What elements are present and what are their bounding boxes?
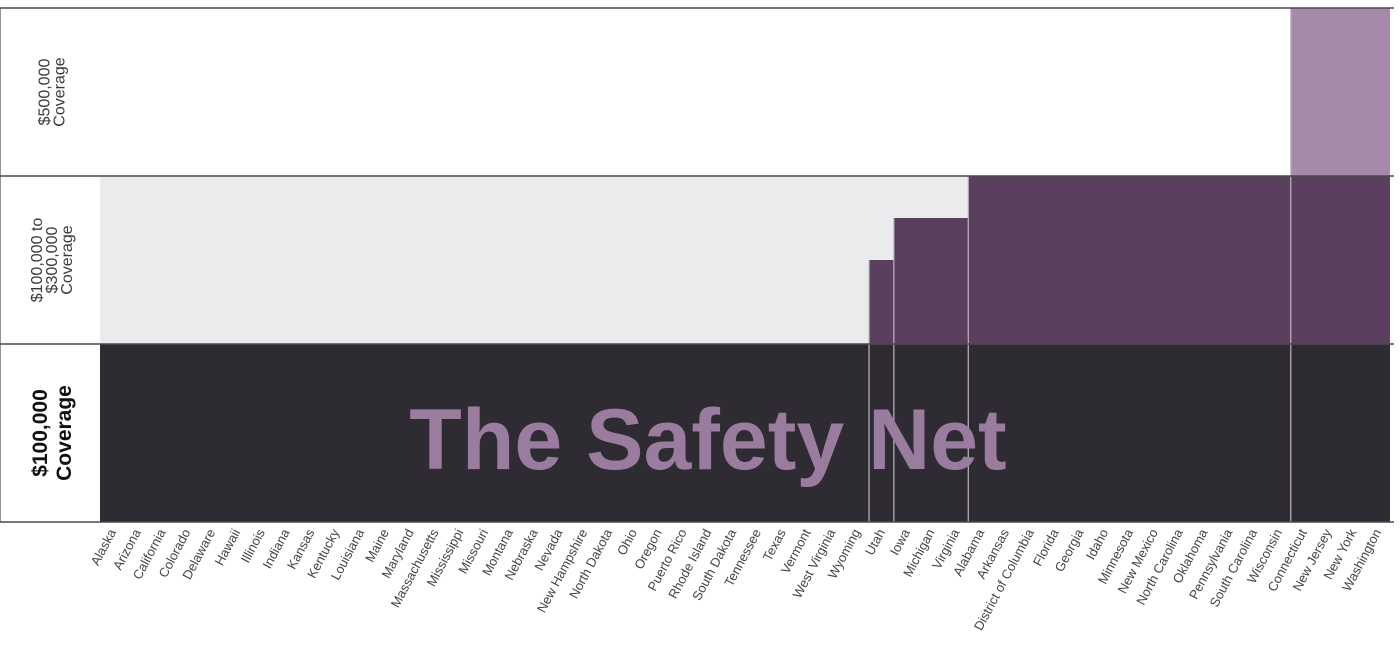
x-tick-label: Ohio: [614, 526, 640, 557]
x-axis-labels: AlaskaArizonaCaliforniaColoradoDelawareH…: [87, 526, 1384, 633]
chart-title: The Safety Net: [409, 392, 1006, 488]
bar-group-4-tier2: [1290, 176, 1390, 344]
empty-tier3-band: [100, 8, 1390, 176]
bar-group-4-tier1: [1290, 344, 1390, 522]
bar-group-2-tier2: [893, 218, 969, 344]
bar-group-2-tier1: [893, 344, 969, 522]
plot-area: [0, 7, 1394, 523]
tier-label-line: $100,000 to: [29, 218, 46, 303]
tier-label-line: Coverage: [52, 57, 69, 126]
bar-group-1-tier1: [869, 344, 894, 522]
bar-group-1-tier2: [869, 260, 894, 344]
tier-label-t1: $100,000 Coverage: [29, 385, 76, 481]
tier-label-line: $500,000: [37, 59, 54, 126]
tier-label-line: Coverage: [53, 385, 76, 481]
bar-group-0-tier1: [100, 344, 870, 522]
bar-group-4-tier3: [1290, 8, 1390, 176]
y-axis-labels: $100,000 Coverage$100,000 to$300,000Cover…: [29, 57, 76, 481]
tier-label-line: Coverage: [59, 225, 76, 294]
tier-label-line: $100,000: [29, 389, 52, 477]
x-tick-label: Utah: [862, 526, 888, 557]
bar-group-3-tier1: [968, 344, 1291, 522]
bar-group-3-tier2: [968, 176, 1291, 344]
tier-label-line: $300,000: [44, 227, 61, 294]
